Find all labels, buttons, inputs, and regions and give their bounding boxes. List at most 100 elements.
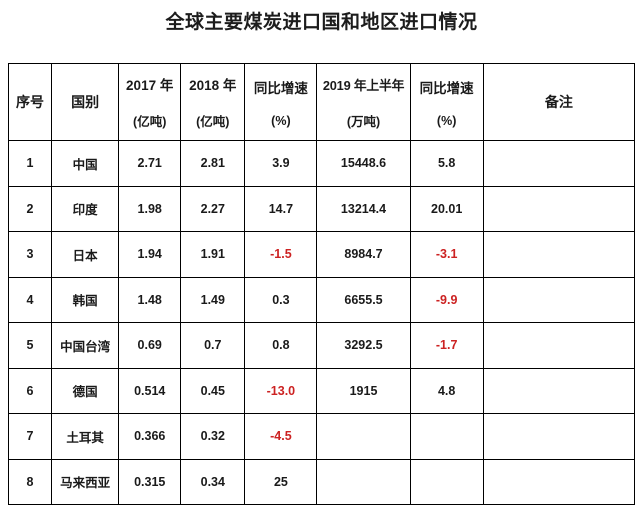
cell-y2019h1[interactable]: 3292.5 (316, 322, 411, 369)
cell-country[interactable]: 中国 (51, 140, 120, 187)
cell-country[interactable]: 日本 (51, 231, 120, 278)
table-row[interactable]: 5 中国台湾 0.69 0.7 0.8 3292.5 -1.7 (7, 322, 636, 369)
cell-y2018[interactable]: 0.7 (180, 322, 246, 369)
cell-index[interactable]: 4 (7, 276, 53, 323)
cell-y2018[interactable]: 0.32 (180, 413, 246, 460)
cell-country[interactable]: 土耳其 (51, 413, 120, 460)
column-header-unit: (亿吨) (133, 115, 167, 129)
cell-growth1[interactable]: 0.3 (244, 276, 318, 323)
cell-index[interactable]: 1 (7, 140, 53, 187)
cell-growth1[interactable]: 25 (244, 458, 318, 505)
table-row[interactable]: 1 中国 2.71 2.81 3.9 15448.6 5.8 (7, 140, 636, 187)
cell-index[interactable]: 5 (7, 322, 53, 369)
cell-country[interactable]: 中国台湾 (51, 322, 120, 369)
table-header-row: 序号 国别 2017 年 (亿吨) 2018 年 (亿吨) 同比增速 (%) 2019 年上半年… (7, 63, 636, 141)
cell-country[interactable]: 韩国 (51, 276, 120, 323)
column-header-title: 国别 (71, 94, 100, 110)
cell-growth1[interactable]: -13.0 (244, 367, 318, 414)
cell-note[interactable] (482, 367, 636, 414)
table-body: 1 中国 2.71 2.81 3.9 15448.6 5.8 2 印度 1.98 2.27 14.7 1… (7, 140, 636, 505)
cell-index[interactable]: 6 (7, 367, 53, 414)
cell-country[interactable]: 马来西亚 (51, 458, 120, 505)
table-row[interactable]: 8 马来西亚 0.315 0.34 25 (7, 458, 636, 505)
cell-index[interactable]: 2 (7, 185, 53, 232)
cell-y2017[interactable]: 2.71 (118, 140, 182, 187)
cell-y2019h1[interactable]: 6655.5 (316, 276, 411, 323)
cell-country[interactable]: 德国 (51, 367, 120, 414)
column-header-y2019h1[interactable]: 2019 年上半年 (万吨) (316, 63, 411, 141)
column-header-title: 2019 年上半年 (322, 77, 405, 93)
column-header-unit: (%) (271, 113, 291, 128)
cell-growth2[interactable]: 4.8 (409, 367, 484, 414)
column-header-title: 2017 年 (126, 78, 174, 93)
column-header-title: 同比增速 (419, 80, 474, 96)
cell-growth1[interactable]: -4.5 (244, 413, 318, 460)
cell-index[interactable]: 3 (7, 231, 53, 278)
column-header-country[interactable]: 国别 (51, 63, 120, 141)
column-header-growth1[interactable]: 同比增速 (%) (244, 63, 318, 141)
column-header-title: 2018 年 (189, 78, 237, 93)
cell-y2017[interactable]: 1.94 (118, 231, 182, 278)
table-row[interactable]: 6 德国 0.514 0.45 -13.0 1915 4.8 (7, 367, 636, 414)
cell-y2018[interactable]: 0.45 (180, 367, 246, 414)
column-header-title: 备注 (544, 94, 573, 110)
cell-growth2[interactable]: -1.7 (409, 322, 484, 369)
cell-y2017[interactable]: 0.366 (118, 413, 182, 460)
cell-y2018[interactable]: 0.34 (180, 458, 246, 505)
cell-y2019h1[interactable]: 13214.4 (316, 185, 411, 232)
cell-index[interactable]: 8 (7, 458, 53, 505)
cell-y2019h1[interactable]: 8984.7 (316, 231, 411, 278)
table-row[interactable]: 2 印度 1.98 2.27 14.7 13214.4 20.01 (7, 185, 636, 232)
cell-growth2[interactable]: 20.01 (409, 185, 484, 232)
table-row[interactable]: 7 土耳其 0.366 0.32 -4.5 (7, 413, 636, 460)
cell-y2017[interactable]: 0.514 (118, 367, 182, 414)
cell-index[interactable]: 7 (7, 413, 53, 460)
coal-import-table-container: 序号 国别 2017 年 (亿吨) 2018 年 (亿吨) 同比增速 (%) 2019 年上半年… (7, 63, 636, 505)
cell-y2017[interactable]: 1.98 (118, 185, 182, 232)
cell-y2019h1[interactable]: 15448.6 (316, 140, 411, 187)
cell-y2017[interactable]: 0.69 (118, 322, 182, 369)
page-title: 全球主要煤炭进口国和地区进口情况 (165, 12, 478, 33)
cell-y2017[interactable]: 0.315 (118, 458, 182, 505)
cell-growth1[interactable]: -1.5 (244, 231, 318, 278)
cell-note[interactable] (482, 276, 636, 323)
cell-y2018[interactable]: 2.27 (180, 185, 246, 232)
cell-y2019h1[interactable]: 1915 (316, 367, 411, 414)
cell-y2018[interactable]: 1.49 (180, 276, 246, 323)
column-header-note[interactable]: 备注 (482, 63, 636, 141)
column-header-title: 同比增速 (253, 80, 308, 96)
column-header-index[interactable]: 序号 (7, 63, 53, 141)
cell-growth2[interactable]: -3.1 (409, 231, 484, 278)
cell-note[interactable] (482, 140, 636, 187)
coal-import-table: 序号 国别 2017 年 (亿吨) 2018 年 (亿吨) 同比增速 (%) 2019 年上半年… (7, 63, 636, 505)
cell-growth2[interactable]: 5.8 (409, 140, 484, 187)
cell-growth1[interactable]: 3.9 (244, 140, 318, 187)
cell-note[interactable] (482, 458, 636, 505)
cell-growth2[interactable] (409, 413, 484, 460)
cell-note[interactable] (482, 185, 636, 232)
cell-growth1[interactable]: 14.7 (244, 185, 318, 232)
table-header: 序号 国别 2017 年 (亿吨) 2018 年 (亿吨) 同比增速 (%) 2019 年上半年… (7, 63, 636, 141)
cell-country[interactable]: 印度 (51, 185, 120, 232)
cell-growth2[interactable] (409, 458, 484, 505)
cell-note[interactable] (482, 413, 636, 460)
cell-y2019h1[interactable] (316, 458, 411, 505)
cell-y2018[interactable]: 2.81 (180, 140, 246, 187)
table-row[interactable]: 3 日本 1.94 1.91 -1.5 8984.7 -3.1 (7, 231, 636, 278)
column-header-title: 序号 (16, 94, 45, 110)
column-header-growth2[interactable]: 同比增速 (%) (409, 63, 484, 141)
cell-y2017[interactable]: 1.48 (118, 276, 182, 323)
cell-note[interactable] (482, 231, 636, 278)
cell-note[interactable] (482, 322, 636, 369)
column-header-unit: (万吨) (346, 114, 381, 129)
cell-growth2[interactable]: -9.9 (409, 276, 484, 323)
column-header-unit: (亿吨) (196, 115, 230, 129)
column-header-y2018[interactable]: 2018 年 (亿吨) (180, 63, 246, 141)
column-header-unit: (%) (436, 113, 457, 128)
column-header-y2017[interactable]: 2017 年 (亿吨) (118, 63, 182, 141)
cell-y2019h1[interactable] (316, 413, 411, 460)
cell-growth1[interactable]: 0.8 (244, 322, 318, 369)
cell-y2018[interactable]: 1.91 (180, 231, 246, 278)
table-row[interactable]: 4 韩国 1.48 1.49 0.3 6655.5 -9.9 (7, 276, 636, 323)
